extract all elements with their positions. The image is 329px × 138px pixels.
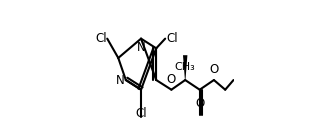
Text: Cl: Cl <box>135 107 147 120</box>
Text: Cl: Cl <box>166 32 178 45</box>
Text: CH₃: CH₃ <box>175 62 195 72</box>
Text: O: O <box>167 73 176 86</box>
Text: N: N <box>116 74 124 87</box>
Text: O: O <box>195 97 204 110</box>
Polygon shape <box>183 55 188 80</box>
Text: Cl: Cl <box>95 32 107 45</box>
Text: N: N <box>137 41 145 54</box>
Text: O: O <box>209 63 218 76</box>
